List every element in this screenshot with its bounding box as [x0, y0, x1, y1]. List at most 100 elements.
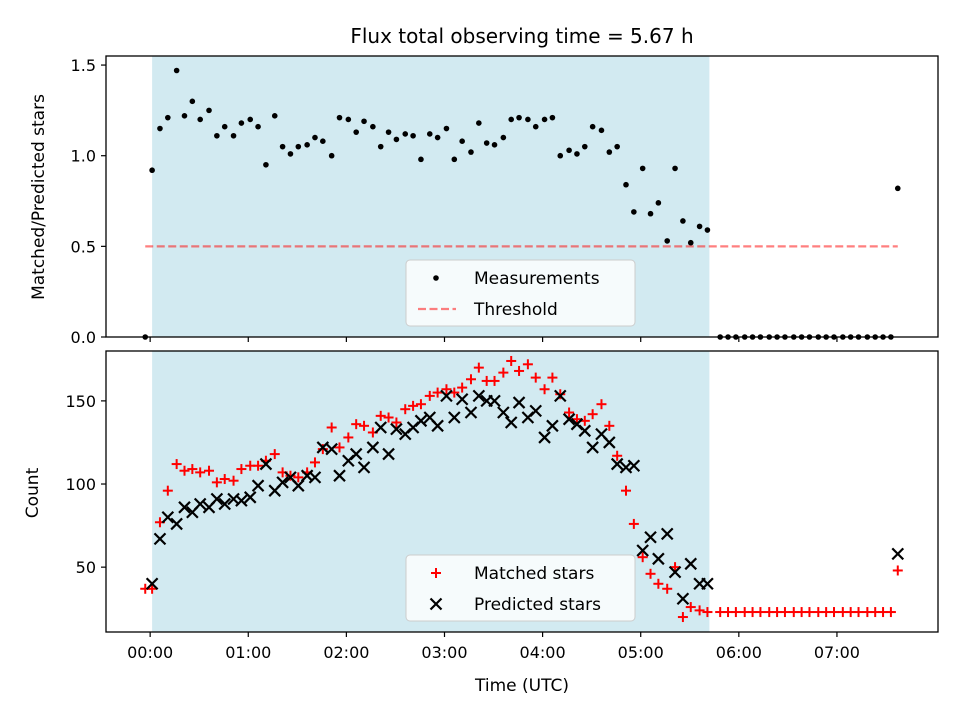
- axes-frame: [105, 350, 939, 633]
- measurement-point: [214, 132, 220, 139]
- legend-measurement-marker: [433, 275, 439, 281]
- matched-star-point: [612, 450, 623, 461]
- measurement-point: [664, 238, 671, 244]
- predicted-star-mark: [553, 389, 567, 403]
- predicted-star-point: [668, 565, 682, 579]
- measurement-point: [687, 239, 694, 246]
- predicted-star-point: [292, 479, 305, 492]
- measurement-point: [549, 114, 556, 121]
- matched-star-point: [147, 583, 158, 594]
- predicted-star-point: [504, 416, 518, 429]
- measurement-point: [221, 123, 228, 130]
- predicted-star-point: [512, 396, 526, 409]
- predicted-star-mark: [701, 577, 714, 591]
- predicted-star-mark: [423, 411, 437, 424]
- predicted-star-point: [472, 389, 486, 403]
- predicted-star-mark: [644, 530, 657, 544]
- predicted-star-point: [660, 527, 674, 541]
- legend: Measurements Threshold: [405, 259, 636, 327]
- measurement-point: [402, 131, 409, 137]
- matched-star-point: [596, 399, 607, 410]
- measurement-point: [680, 218, 686, 224]
- legend-box: [405, 554, 636, 622]
- predicted-star-mark: [325, 442, 338, 456]
- predicted-star-mark: [610, 457, 624, 471]
- matched-star-point: [351, 419, 362, 430]
- x-axis-label-time: Time (UTC): [474, 676, 569, 696]
- matched-star-point: [498, 367, 509, 378]
- predicted-star-point: [145, 577, 159, 591]
- predicted-star-point: [448, 411, 461, 424]
- predicted-star-point: [210, 492, 224, 506]
- matched-star-point: [587, 409, 598, 420]
- predicted-star-point: [161, 510, 175, 524]
- measurement-point: [165, 114, 171, 121]
- chart-title: Flux total observing time = 5.67 h: [350, 24, 693, 48]
- matched-star-point: [628, 518, 639, 529]
- matched-star-point: [645, 568, 656, 579]
- matched-star-point: [375, 410, 386, 421]
- y-tick-label: 0.0: [71, 328, 96, 347]
- predicted-star-point: [652, 552, 665, 566]
- measurement-point: [418, 156, 424, 163]
- measurement-point: [206, 107, 212, 114]
- measurement-point: [459, 138, 465, 145]
- matched-star-point: [885, 607, 896, 618]
- measurement-point: [598, 127, 605, 134]
- measurement-point: [508, 116, 515, 123]
- predicted-star-mark: [153, 532, 167, 546]
- matched-star-point: [285, 470, 296, 481]
- top-panel-ratio: 0.0 0.5 1.0 1.5 Measurements Threshold: [71, 55, 939, 347]
- predicted-star-mark: [218, 497, 231, 511]
- predicted-star-mark: [636, 544, 649, 557]
- x-tick-label: 06:00: [716, 643, 762, 662]
- predicted-star-point: [153, 532, 167, 546]
- predicted-star-point: [553, 389, 567, 403]
- matched-star-point: [309, 457, 320, 468]
- measurement-point: [476, 120, 482, 126]
- predicted-star-mark: [488, 394, 501, 408]
- predicted-star-mark: [504, 416, 518, 429]
- predicted-star-point: [382, 447, 395, 461]
- measurement-point: [312, 134, 318, 141]
- predicted-star-mark: [595, 427, 608, 441]
- matched-star-point: [465, 374, 476, 385]
- measurement-point: [525, 116, 531, 123]
- predicted-star-mark: [464, 406, 478, 419]
- predicted-star-mark: [455, 392, 469, 406]
- measurement-point: [516, 114, 522, 121]
- matched-star-point: [621, 485, 631, 496]
- y-axis-label-count: Count: [23, 467, 43, 518]
- measurement-point: [541, 116, 548, 123]
- y-axis-label-ratio: Matched/Predicted stars: [29, 94, 49, 300]
- matched-star-point: [685, 602, 696, 613]
- measurement-point: [385, 129, 392, 135]
- measurement-point: [639, 165, 646, 172]
- matched-star-point: [637, 552, 648, 563]
- predicted-star-mark: [652, 552, 665, 566]
- predicted-star-mark: [627, 459, 641, 473]
- matched-star-point: [694, 605, 705, 616]
- predicted-star-point: [603, 436, 616, 449]
- predicted-star-mark: [529, 404, 543, 418]
- measurement-point: [157, 125, 163, 132]
- predicted-star-point: [259, 457, 273, 471]
- matched-star-point: [383, 412, 394, 423]
- predicted-star-mark: [390, 422, 403, 436]
- measurement-point: [320, 138, 326, 145]
- predicted-star-mark: [891, 547, 905, 561]
- predicted-star-point: [701, 577, 714, 591]
- predicted-star-mark: [243, 491, 257, 504]
- bottom-panel-counts: 50 100 150 00:00 01:00 02:00 03:00 04:00 05:00 06…: [65, 350, 939, 662]
- predicted-star-point: [676, 592, 690, 606]
- measurement-point: [345, 116, 352, 123]
- predicted-star-point: [488, 394, 501, 408]
- predicted-star-mark: [284, 471, 297, 484]
- predicted-star-mark: [210, 492, 224, 506]
- axes-frame: [105, 55, 939, 338]
- predicted-star-mark: [448, 411, 461, 424]
- matched-star-point: [219, 474, 230, 485]
- predicted-star-point: [193, 497, 207, 511]
- predicted-star-mark: [619, 461, 633, 474]
- matched-star-point: [530, 372, 541, 383]
